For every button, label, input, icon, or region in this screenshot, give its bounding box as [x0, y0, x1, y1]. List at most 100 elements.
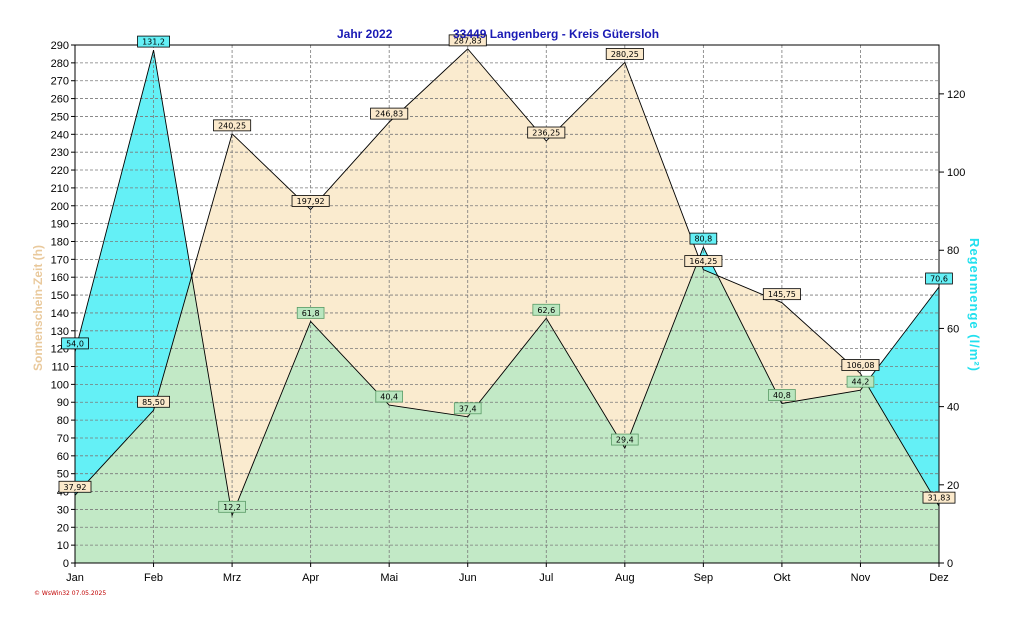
y-left-tick-label: 180 — [51, 236, 69, 248]
y-left-tick-label: 140 — [51, 308, 69, 320]
y-left-tick-label: 30 — [57, 504, 69, 516]
rain-value-label: 62,6 — [537, 306, 555, 315]
y-right-tick-label: 80 — [947, 245, 959, 257]
y-right-tick-label: 40 — [947, 402, 959, 414]
plot-frame — [74, 44, 940, 564]
x-tick-label: Sep — [694, 572, 714, 584]
rain-value-label-box — [61, 337, 89, 350]
rain-value-label: 12,2 — [223, 503, 241, 512]
y-left-tick-label: 150 — [51, 290, 69, 302]
y-left-tick-label: 160 — [51, 272, 69, 284]
x-tick-label: Feb — [144, 572, 163, 584]
footer-credit: © WsWin32 07.05.2025 — [34, 590, 106, 597]
chart-title-place: 33449 Langenberg - Kreis Gütersloh — [453, 27, 659, 41]
y-right-tick-label: 120 — [947, 89, 965, 101]
y-right-tick-label: 100 — [947, 167, 965, 179]
y-left-tick-label: 240 — [51, 129, 69, 141]
sunshine-value-label-box — [922, 491, 956, 504]
sunshine-value-label-box — [213, 119, 252, 132]
rain-value-label: 54,0 — [66, 339, 84, 348]
x-tick-label: Okt — [773, 572, 790, 584]
rain-value-label-box — [925, 272, 953, 285]
rain-value-label-box — [611, 433, 639, 446]
y-left-tick-label: 110 — [51, 362, 69, 374]
rain-value-label: 61,8 — [302, 309, 320, 318]
rain-value-label: 29,4 — [616, 436, 634, 445]
sunshine-value-label: 197,92 — [297, 197, 325, 206]
rain-value-label-box — [689, 232, 718, 245]
x-tick-label: Jul — [539, 572, 553, 584]
x-tick-label: Nov — [851, 572, 871, 584]
y-left-tick-label: 220 — [51, 165, 69, 177]
y-left-tick-label: 10 — [57, 540, 69, 552]
rain-value-label-box — [453, 402, 482, 415]
rain-value-label: 70,6 — [930, 274, 948, 283]
y-left-tick-label: 50 — [57, 469, 69, 481]
y-right-tick-label: 0 — [947, 558, 953, 570]
y-left-tick-label: 170 — [51, 254, 69, 266]
y-left-tick-label: 250 — [51, 111, 69, 123]
y-left-tick-label: 0 — [63, 558, 69, 570]
y-left-tick-label: 270 — [51, 76, 69, 88]
y-left-tick-label: 80 — [57, 415, 69, 427]
rain-value-label-box — [768, 389, 796, 401]
y-left-tick-label: 130 — [51, 326, 69, 338]
rain-value-label: 44,2 — [852, 378, 870, 387]
sunshine-value-label: 236,25 — [532, 129, 560, 138]
y-left-tick-label: 190 — [51, 219, 69, 231]
rain-value-label-box — [296, 306, 325, 319]
sunshine-value-label: 31,83 — [928, 494, 951, 503]
rain-value-label-box — [846, 375, 875, 388]
rain-value-label: 37,4 — [459, 404, 477, 413]
rain-value-label-box — [218, 500, 246, 513]
chart-title-year: Jahr 2022 — [337, 27, 393, 41]
y-left-tick-label: 290 — [51, 40, 69, 52]
rain-value-label: 80,8 — [694, 235, 712, 244]
sunshine-value-label: 280,25 — [611, 50, 639, 59]
sunshine-value-label: 106,08 — [846, 361, 874, 370]
y-left-tick-label: 260 — [51, 94, 69, 106]
y-right-axis-title: Regenmenge (l/m²) — [967, 238, 982, 372]
y-left-tick-label: 280 — [51, 58, 69, 70]
y-left-tick-label: 200 — [51, 201, 69, 213]
overlap-area — [75, 258, 939, 563]
sunshine-value-label-box — [448, 34, 487, 47]
x-tick-label: Jan — [66, 572, 84, 584]
sunshine-value-label-box — [762, 288, 801, 301]
y-left-tick-label: 60 — [57, 451, 69, 463]
rain-value-label-box — [137, 35, 170, 48]
x-tick-label: Mai — [380, 572, 398, 584]
rain-value-label-box — [375, 390, 403, 403]
y-left-tick-label: 210 — [51, 183, 69, 195]
x-tick-label: Dez — [929, 572, 949, 584]
rain-value-label: 40,8 — [773, 391, 791, 400]
sunshine-value-label: 145,75 — [768, 290, 796, 299]
sunshine-value-label: 246,83 — [375, 110, 403, 119]
sunshine-value-label-box — [137, 395, 170, 408]
x-tick-label: Jun — [459, 572, 477, 584]
y-left-tick-label: 230 — [51, 147, 69, 159]
y-left-tick-label: 70 — [57, 433, 69, 445]
sunshine-line — [75, 48, 939, 507]
sunshine-value-label-box — [605, 48, 644, 60]
y-left-tick-label: 20 — [57, 522, 69, 534]
rain-value-label: 40,4 — [380, 393, 398, 402]
rain-line — [75, 49, 939, 517]
y-left-axis-title: Sonnenschein-Zeit (h) — [31, 245, 45, 371]
x-tick-label: Aug — [615, 572, 635, 584]
y-right-tick-label: 20 — [947, 480, 959, 492]
sunshine-value-label: 37,92 — [64, 483, 87, 492]
sunshine-value-label-box — [841, 359, 880, 371]
sunshine-value-label: 287,83 — [454, 36, 482, 45]
y-left-tick-label: 100 — [51, 379, 69, 391]
sunshine-value-label-box — [684, 255, 723, 268]
x-tick-label: Apr — [302, 572, 319, 584]
x-tick-label: Mrz — [223, 572, 241, 584]
y-left-tick-label: 90 — [57, 397, 69, 409]
sunshine-value-label-box — [58, 480, 92, 493]
sunshine-value-label-box — [527, 126, 566, 139]
sunshine-value-label: 164,25 — [689, 257, 717, 266]
sunshine-value-label-box — [370, 107, 409, 120]
rain-value-label-box — [532, 303, 561, 316]
